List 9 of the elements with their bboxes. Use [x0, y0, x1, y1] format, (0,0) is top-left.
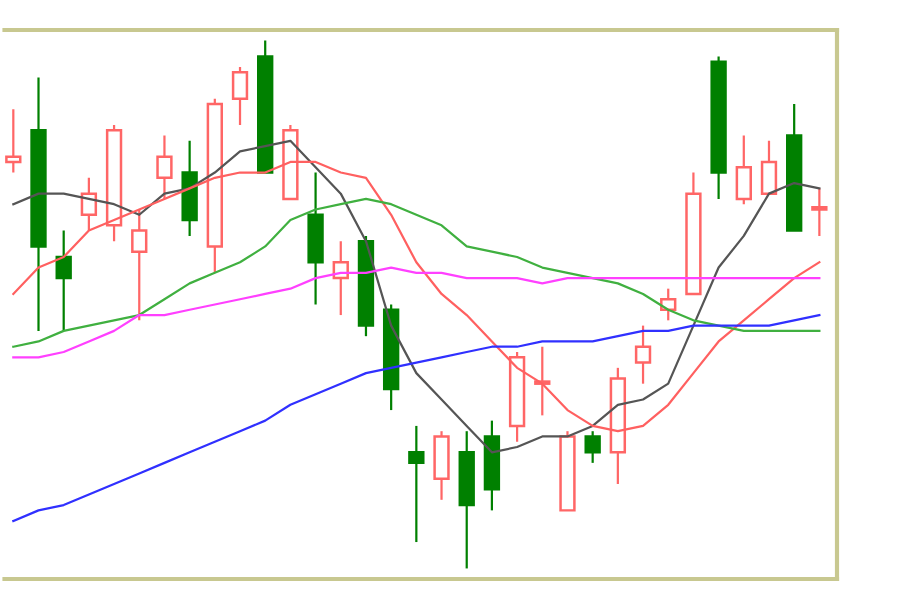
candlestick — [408, 424, 425, 544]
candlestick — [433, 430, 450, 501]
candlestick — [307, 171, 324, 306]
candlestick — [55, 229, 72, 332]
candlestick — [634, 324, 652, 385]
candlestick — [131, 208, 148, 322]
candlestick — [811, 187, 828, 237]
candlestick — [30, 76, 47, 332]
candlestick — [458, 430, 475, 570]
